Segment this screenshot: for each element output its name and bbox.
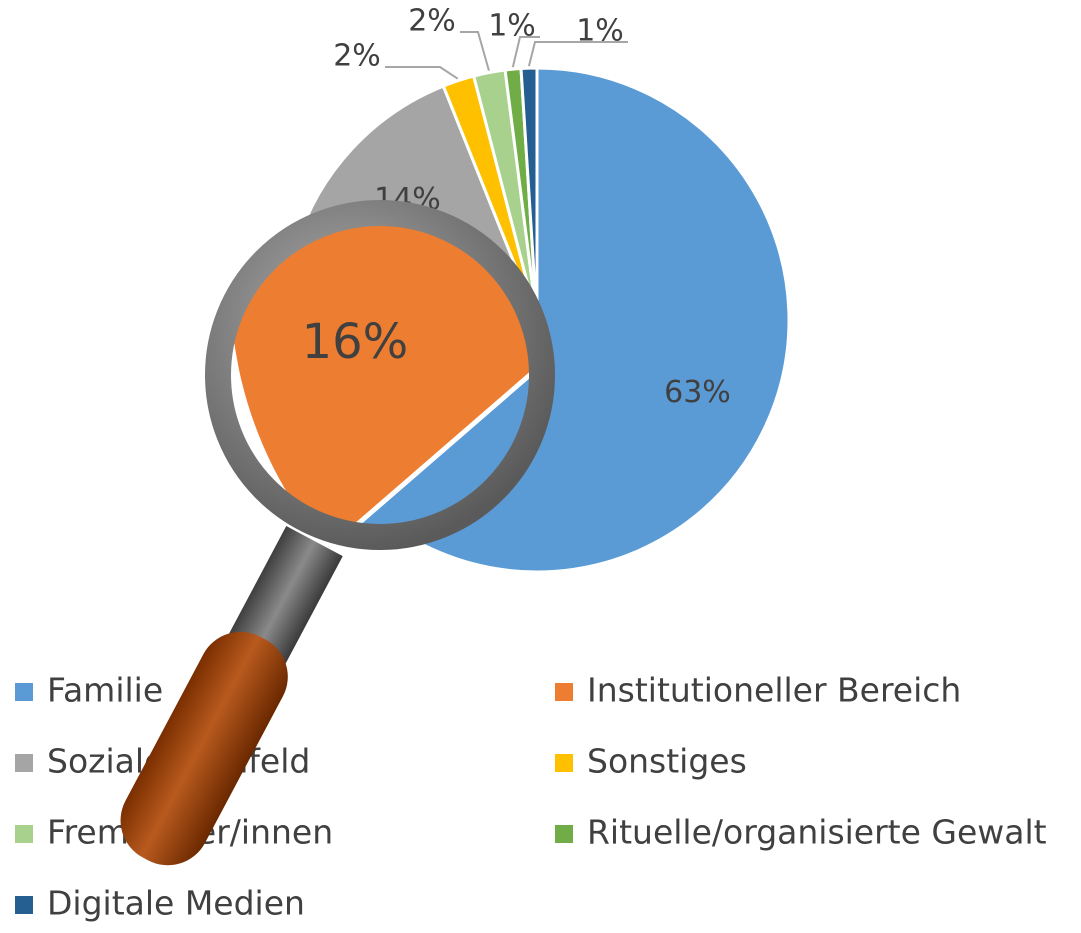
legend-swatch [555, 754, 573, 772]
data-label: 2% [333, 39, 381, 74]
leader-line [460, 32, 489, 71]
legend-swatch [15, 825, 33, 843]
legend-swatch [555, 683, 573, 701]
data-label: 63% [664, 375, 731, 410]
chart: 63%16%14%2%2%1%1% FamilieInstitutionelle… [0, 0, 1081, 933]
legend-label: Familie [47, 671, 163, 710]
legend-label: Rituelle/organisierte Gewalt [587, 813, 1047, 852]
legend-label: Digitale Medien [47, 884, 305, 923]
legend-label: Sonstiges [587, 742, 747, 781]
legend-label: Institutioneller Bereich [587, 671, 961, 710]
data-label: 1% [488, 9, 536, 44]
legend-swatch [15, 683, 33, 701]
legend-swatch [555, 825, 573, 843]
legend-swatch [15, 754, 33, 772]
data-label: 2% [408, 4, 456, 39]
data-label: 1% [576, 14, 624, 49]
legend-swatch [15, 896, 33, 914]
leader-line [385, 67, 458, 79]
